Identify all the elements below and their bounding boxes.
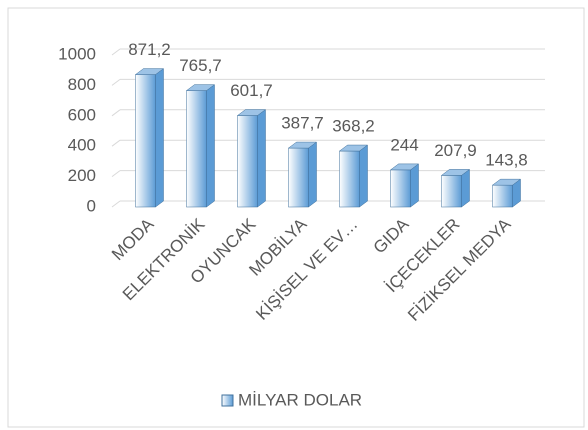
bar: [288, 147, 309, 208]
grid-line: [111, 109, 121, 117]
y-tick-label: 200: [68, 166, 96, 185]
y-tick-label: 600: [68, 105, 96, 124]
grid-line: [111, 170, 121, 178]
data-label: 765,7: [179, 56, 222, 75]
data-label: 244: [390, 135, 418, 154]
bar-side: [308, 141, 317, 208]
bar: [237, 115, 258, 208]
grid-line: [111, 139, 121, 147]
chart-frame: [7, 7, 585, 428]
bar-side: [155, 68, 164, 208]
grid-line: [111, 79, 121, 86]
grid-line: [111, 48, 121, 56]
data-label: 207,9: [434, 141, 477, 160]
bar-top: [491, 178, 522, 186]
bar-top: [236, 109, 267, 116]
legend-label: MİLYAR DOLAR: [238, 390, 362, 409]
bar-top: [134, 68, 165, 75]
y-tick-label: 0: [87, 196, 96, 215]
grid-line: [111, 200, 121, 208]
bar: [339, 150, 360, 208]
bar: [492, 184, 513, 208]
y-tick-label: 800: [68, 75, 96, 94]
bar-top: [338, 144, 369, 152]
bar: [390, 169, 411, 208]
bar-top: [440, 169, 471, 176]
data-label: 368,2: [332, 117, 375, 136]
data-label: 871,2: [128, 40, 171, 59]
bar-side: [461, 168, 470, 208]
bar-top: [185, 84, 216, 91]
y-tick-label: 1000: [58, 44, 96, 63]
bar-side: [257, 109, 266, 208]
bar-side: [410, 163, 419, 208]
data-label: 387,7: [281, 114, 324, 133]
bar-side: [359, 144, 368, 208]
data-label: 143,8: [485, 151, 528, 170]
bar-top: [287, 141, 318, 149]
legend-swatch: [221, 394, 234, 407]
bar: [186, 90, 207, 208]
bar: [135, 74, 156, 208]
bar-top: [389, 163, 420, 171]
data-label: 601,7: [230, 81, 273, 100]
y-tick-label: 400: [68, 136, 96, 155]
bar-side: [206, 84, 215, 208]
bar: [441, 175, 462, 208]
